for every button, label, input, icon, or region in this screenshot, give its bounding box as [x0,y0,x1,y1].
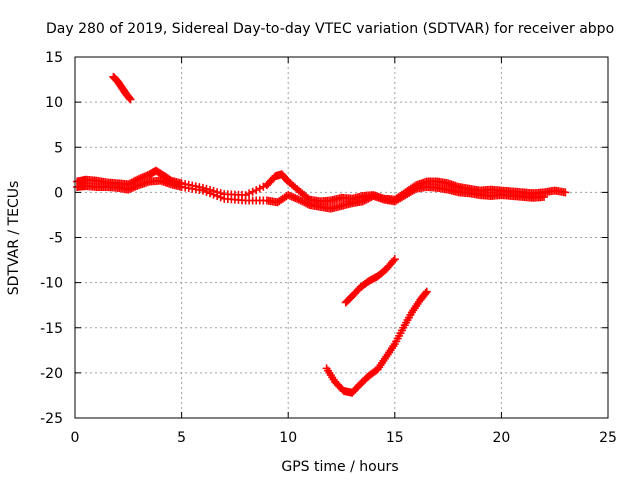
data-point [362,195,371,204]
grid-lines [75,57,608,418]
data-point [298,197,307,206]
data-point [209,190,218,199]
data-point [303,200,312,209]
data-point [259,182,268,191]
x-axis-label: GPS time / hours [281,459,398,475]
data-point [198,186,207,195]
data-point [421,289,430,298]
data-point [301,199,310,208]
y-tick-label: -25 [40,411,63,427]
data-point [296,196,305,205]
chart-title: Day 280 of 2019, Sidereal Day-to-day VTE… [46,21,614,37]
data-point [561,188,570,197]
x-tick-label: 20 [492,430,510,446]
data-point [294,195,303,204]
series-track-13h [341,255,399,307]
data-point [202,187,211,196]
data-point [410,185,419,194]
plot-frame [74,56,609,419]
y-tick-label: 15 [45,50,63,66]
data-points [73,72,570,397]
series-main-band-lower [73,176,549,213]
data-point [390,255,399,264]
y-tick-label: -15 [40,321,63,337]
data-point [213,191,222,200]
data-point [300,198,309,207]
series-track-2h [109,72,135,104]
y-tick-label: 10 [45,95,63,111]
data-point [389,256,398,265]
data-point [365,193,374,202]
data-point [358,197,367,206]
data-point [252,186,261,195]
data-point [216,193,225,202]
y-tick-label: -10 [40,276,63,292]
x-tick-label: 0 [71,430,80,446]
y-tick-label: 0 [54,185,63,201]
x-tick-label: 5 [177,430,186,446]
data-point [364,194,373,203]
data-point [255,184,264,193]
series-track-15h [322,287,431,397]
data-point [422,287,431,296]
y-tick-label: -5 [49,231,63,247]
y-tick-label: -20 [40,366,63,382]
data-point [206,189,215,198]
axis-ticks: 0 5 10 15 20 25 15 10 5 0 -5 -10 -15 -20 -25 [40,50,617,446]
data-point [540,192,549,201]
x-tick-label: 10 [279,430,297,446]
y-axis-label: SDTVAR / TECUs [6,181,22,296]
data-point [245,189,254,198]
data-point [248,187,257,196]
data-point [126,95,135,104]
x-tick-label: 25 [599,430,617,446]
x-tick-label: 15 [386,430,404,446]
data-point [360,196,369,205]
y-tick-label: 5 [54,140,63,156]
